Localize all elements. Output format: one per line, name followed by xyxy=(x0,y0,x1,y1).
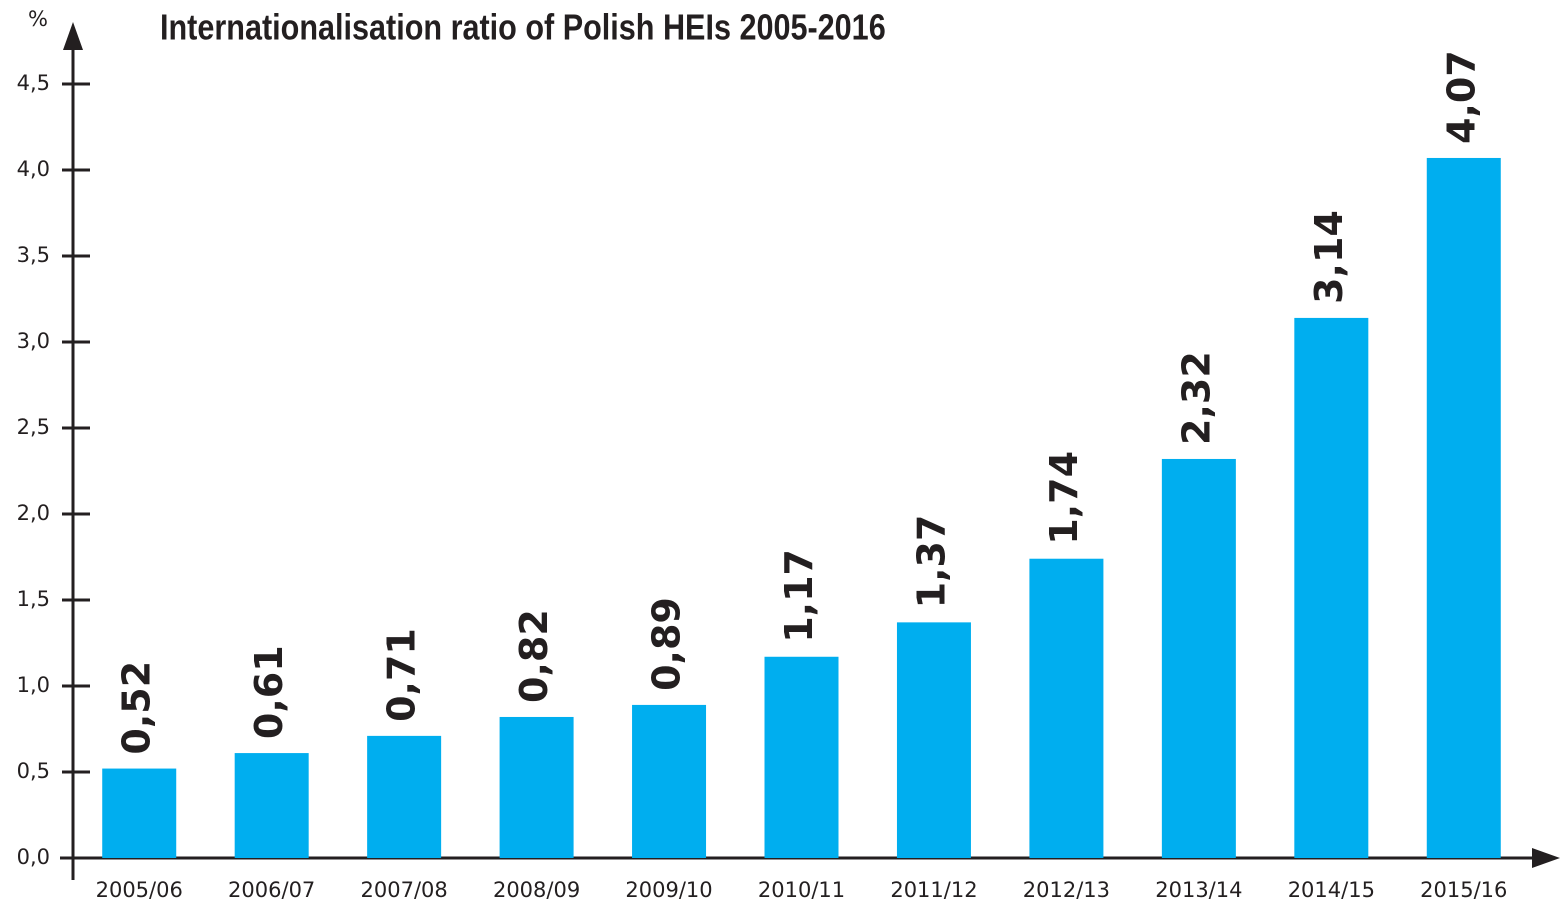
x-tick-label: 2005/06 xyxy=(96,878,183,902)
y-tick-label: 0,5 xyxy=(17,759,50,783)
chart-title: Internationalisation ratio of Polish HEI… xyxy=(160,8,886,48)
x-axis-arrow xyxy=(1532,848,1560,868)
x-tick-label: 2012/13 xyxy=(1023,878,1110,902)
x-tick-label: 2007/08 xyxy=(361,878,448,902)
value-label: 0,82 xyxy=(512,609,556,703)
value-label: 3,14 xyxy=(1307,210,1351,304)
x-tick-label: 2006/07 xyxy=(228,878,315,902)
y-tick-label: 2,0 xyxy=(17,501,50,525)
value-label: 1,17 xyxy=(777,549,821,643)
x-tick-label: 2011/12 xyxy=(890,878,977,902)
x-tick-label: 2009/10 xyxy=(625,878,712,902)
value-label: 1,37 xyxy=(909,515,953,609)
value-label: 1,74 xyxy=(1042,451,1086,545)
y-tick-label: 3,0 xyxy=(17,329,50,353)
bar xyxy=(632,704,707,858)
y-tick-label: 0,0 xyxy=(17,845,50,869)
bar xyxy=(1161,458,1236,858)
value-label: 0,52 xyxy=(115,661,159,755)
y-tick-label: 1,5 xyxy=(17,587,50,611)
y-tick-label: 1,0 xyxy=(17,673,50,697)
bar xyxy=(234,753,309,858)
bar xyxy=(102,768,177,858)
bar xyxy=(367,735,442,858)
value-label: 0,89 xyxy=(645,597,689,691)
bar xyxy=(1294,317,1369,858)
bar xyxy=(1029,558,1104,858)
bar xyxy=(896,622,971,858)
y-axis-label: % xyxy=(28,7,48,31)
x-tick-label: 2010/11 xyxy=(758,878,845,902)
y-axis-arrow xyxy=(63,22,83,50)
bar xyxy=(1426,157,1501,858)
value-label: 2,32 xyxy=(1174,351,1218,445)
bar xyxy=(764,656,839,858)
y-tick-label: 4,0 xyxy=(17,157,50,181)
y-tick-label: 2,5 xyxy=(17,415,50,439)
bar xyxy=(499,716,574,858)
value-label: 0,71 xyxy=(380,628,424,722)
value-label: 0,61 xyxy=(247,645,291,739)
x-tick-label: 2013/14 xyxy=(1155,878,1242,902)
y-tick-label: 3,5 xyxy=(17,243,50,267)
y-tick-label: 4,5 xyxy=(17,71,50,95)
x-tick-label: 2008/09 xyxy=(493,878,580,902)
value-label: 4,07 xyxy=(1439,50,1483,144)
x-tick-label: 2014/15 xyxy=(1288,878,1375,902)
x-tick-label: 2015/16 xyxy=(1420,878,1507,902)
